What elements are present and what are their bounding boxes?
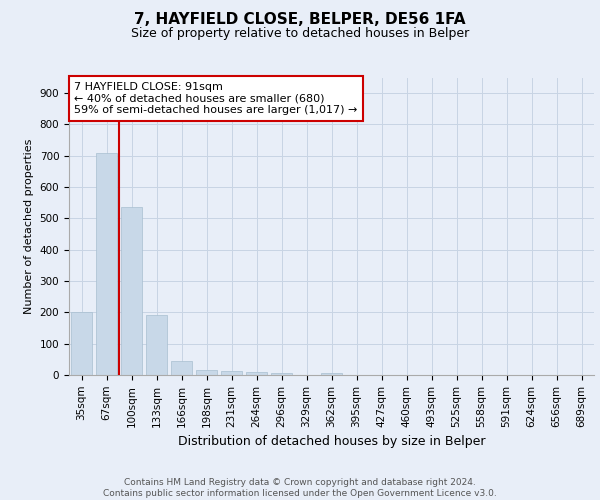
Text: 7, HAYFIELD CLOSE, BELPER, DE56 1FA: 7, HAYFIELD CLOSE, BELPER, DE56 1FA (134, 12, 466, 28)
Bar (196, 370, 217, 375)
Bar (71, 312, 92, 375)
Y-axis label: Number of detached properties: Number of detached properties (24, 138, 34, 314)
Text: Contains HM Land Registry data © Crown copyright and database right 2024.
Contai: Contains HM Land Registry data © Crown c… (103, 478, 497, 498)
Bar (171, 361, 192, 375)
Bar (121, 208, 142, 375)
Text: 7 HAYFIELD CLOSE: 91sqm
← 40% of detached houses are smaller (680)
59% of semi-d: 7 HAYFIELD CLOSE: 91sqm ← 40% of detache… (74, 82, 358, 115)
Bar (96, 152, 117, 375)
X-axis label: Distribution of detached houses by size in Belper: Distribution of detached houses by size … (178, 435, 485, 448)
Bar (221, 371, 242, 375)
Bar (146, 314, 167, 375)
Bar (271, 373, 292, 375)
Bar (321, 373, 342, 375)
Text: Size of property relative to detached houses in Belper: Size of property relative to detached ho… (131, 28, 469, 40)
Bar (246, 372, 267, 375)
